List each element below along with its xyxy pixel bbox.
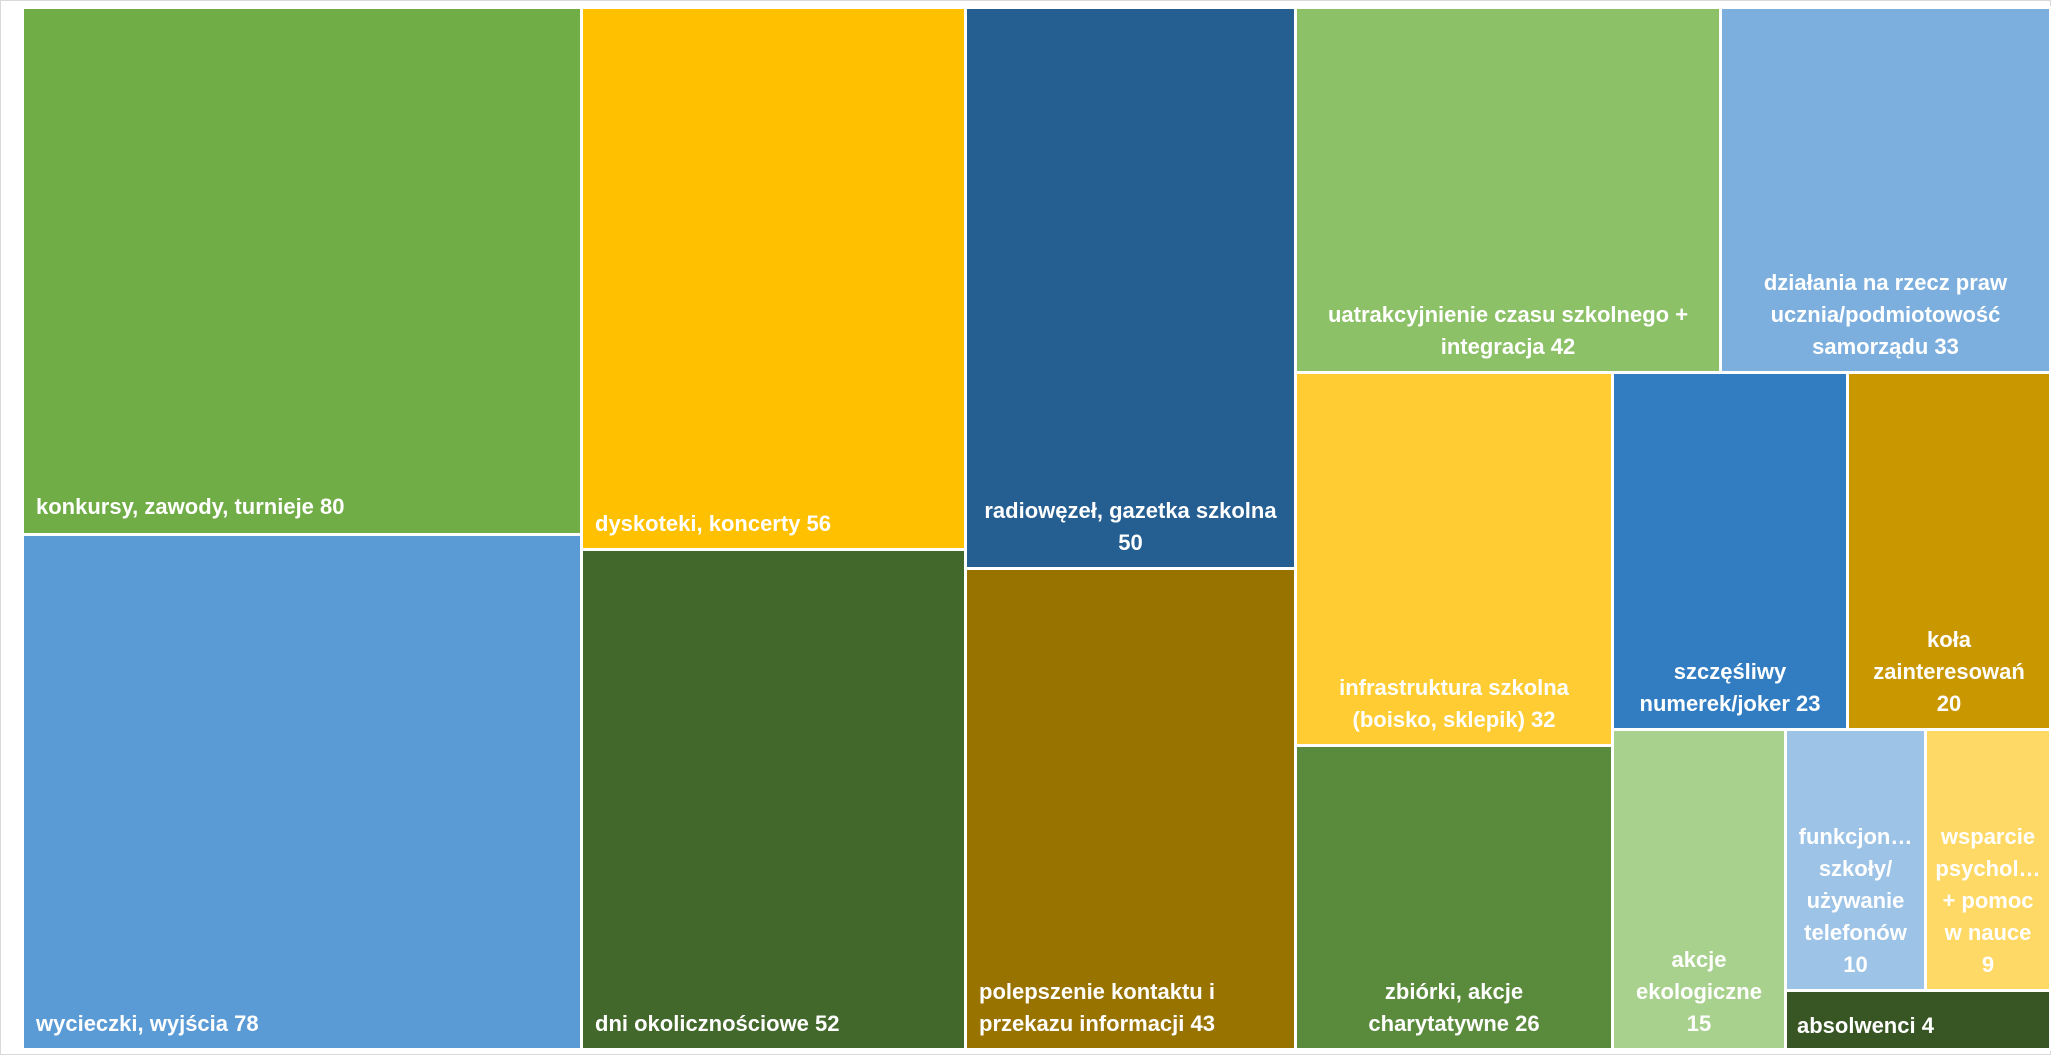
treemap-tile: dni okolicznościowe 52: [580, 548, 967, 1051]
treemap-tile-label: działania na rzecz praw ucznia/podmiotow…: [1763, 270, 2008, 359]
treemap-tile: wsparcie psychol… + pomoc w nauce 9: [1924, 728, 2051, 992]
treemap-tile-label: dyskoteki, koncerty 56: [595, 511, 832, 536]
treemap-tile: wycieczki, wyjścia 78: [21, 533, 583, 1051]
treemap-tile: uatrakcyjnienie czasu szkolnego + integr…: [1294, 6, 1722, 374]
treemap-tile-label: koła zainteresowań 20: [1873, 627, 2025, 716]
treemap-tile: działania na rzecz praw ucznia/podmiotow…: [1719, 6, 2051, 374]
treemap-tile: infrastruktura szkolna (boisko, sklepik)…: [1294, 371, 1614, 747]
treemap-tile: polepszenie kontaktu i przekazu informac…: [964, 567, 1297, 1051]
treemap-tile-label: akcje ekologiczne 15: [1636, 947, 1762, 1036]
treemap-tile: dyskoteki, koncerty 56: [580, 6, 967, 551]
treemap-tile-label: funkcjon… szkoły/ używanie telefonów 10: [1798, 824, 1913, 977]
treemap-tile-label: uatrakcyjnienie czasu szkolnego + integr…: [1327, 302, 1689, 359]
treemap-tile-label: dni okolicznościowe 52: [595, 1011, 840, 1036]
treemap-tile: absolwenci 4: [1784, 989, 2051, 1051]
treemap-tile-label: infrastruktura szkolna (boisko, sklepik)…: [1339, 675, 1569, 732]
treemap-tile: koła zainteresowań 20: [1846, 371, 2051, 731]
treemap-tile-label: zbiórki, akcje charytatywne 26: [1368, 979, 1540, 1036]
treemap-tile: funkcjon… szkoły/ używanie telefonów 10: [1784, 728, 1927, 992]
treemap-tile-label: radiowęzeł, gazetka szkolna 50: [984, 498, 1277, 555]
treemap-tile-label: polepszenie kontaktu i przekazu informac…: [979, 979, 1215, 1036]
treemap-tile: zbiórki, akcje charytatywne 26: [1294, 744, 1614, 1051]
treemap-tile-label: konkursy, zawody, turnieje 80: [36, 494, 345, 519]
treemap-tile: konkursy, zawody, turnieje 80: [21, 6, 583, 536]
treemap-tile: radiowęzeł, gazetka szkolna 50: [964, 6, 1297, 570]
treemap-tile-label: szczęśliwy numerek/joker 23: [1639, 659, 1821, 716]
treemap-tile-label: absolwenci 4: [1797, 1013, 1934, 1038]
treemap-tile: akcje ekologiczne 15: [1611, 728, 1787, 1051]
treemap-tile-label: wsparcie psychol… + pomoc w nauce 9: [1935, 824, 2041, 977]
treemap-tile: szczęśliwy numerek/joker 23: [1611, 371, 1849, 731]
treemap-tile-label: wycieczki, wyjścia 78: [36, 1011, 259, 1036]
